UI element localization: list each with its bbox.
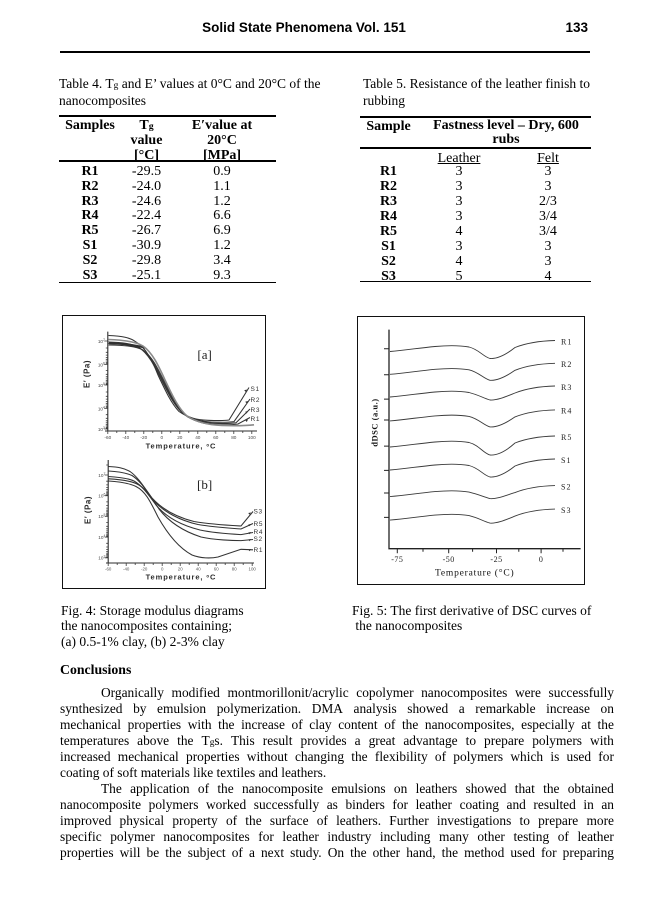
svg-text:-40: -40 [123, 567, 130, 572]
svg-text:106: 106 [98, 362, 105, 368]
svg-text:0: 0 [539, 555, 544, 564]
svg-text:107: 107 [98, 472, 105, 478]
svg-text:Temperature, oC: Temperature, oC [146, 442, 217, 451]
svg-text:Temperature (°C): Temperature (°C) [435, 568, 515, 579]
svg-text:[a]: [a] [197, 347, 211, 362]
svg-text:20: 20 [178, 567, 183, 572]
svg-text:R5: R5 [561, 433, 572, 442]
svg-text:103: 103 [98, 555, 105, 561]
svg-text:106: 106 [98, 493, 105, 499]
svg-text:E′ (Pa): E′ (Pa) [84, 496, 93, 524]
svg-text:-25: -25 [490, 555, 502, 564]
svg-text:40: 40 [196, 567, 201, 572]
svg-text:60: 60 [213, 435, 219, 440]
svg-text:105: 105 [98, 513, 105, 519]
svg-text:R3: R3 [251, 407, 261, 414]
svg-text:R1: R1 [254, 547, 264, 554]
svg-text:dDSC (a.u.): dDSC (a.u.) [370, 398, 380, 446]
svg-text:105: 105 [98, 382, 105, 388]
svg-text:107: 107 [98, 338, 105, 344]
svg-text:100: 100 [248, 435, 256, 440]
svg-text:-60: -60 [105, 567, 112, 572]
svg-text:S3: S3 [254, 509, 263, 516]
svg-text:-60: -60 [104, 435, 111, 440]
svg-text:S1: S1 [561, 456, 571, 465]
svg-text:R4: R4 [561, 407, 572, 416]
svg-text:R1: R1 [561, 337, 572, 346]
svg-text:R1: R1 [251, 416, 261, 423]
svg-text:S1: S1 [251, 386, 260, 393]
svg-text:-20: -20 [140, 435, 147, 440]
svg-text:104: 104 [98, 534, 105, 540]
svg-text:[b]: [b] [197, 477, 212, 492]
svg-text:-40: -40 [122, 435, 129, 440]
svg-text:100: 100 [249, 567, 257, 572]
svg-text:80: 80 [232, 567, 237, 572]
svg-text:E′ (Pa): E′ (Pa) [83, 360, 92, 388]
svg-text:R2: R2 [561, 360, 572, 369]
svg-text:0: 0 [160, 435, 163, 440]
svg-text:-20: -20 [141, 567, 148, 572]
svg-text:R3: R3 [561, 383, 572, 392]
svg-text:-75: -75 [391, 555, 403, 564]
svg-text:60: 60 [214, 567, 219, 572]
svg-text:R2: R2 [251, 397, 261, 404]
svg-text:S2: S2 [254, 536, 263, 543]
svg-text:Temperature, oC: Temperature, oC [146, 573, 217, 582]
svg-text:S2: S2 [561, 482, 571, 491]
svg-text:20: 20 [177, 435, 183, 440]
svg-text:0: 0 [161, 567, 164, 572]
svg-text:80: 80 [231, 435, 237, 440]
svg-text:-50: -50 [443, 555, 455, 564]
svg-text:R5: R5 [254, 521, 264, 528]
svg-text:40: 40 [195, 435, 201, 440]
svg-text:S3: S3 [561, 506, 571, 515]
svg-text:103: 103 [98, 426, 105, 432]
svg-text:R4: R4 [254, 529, 264, 536]
svg-text:104: 104 [98, 406, 105, 412]
